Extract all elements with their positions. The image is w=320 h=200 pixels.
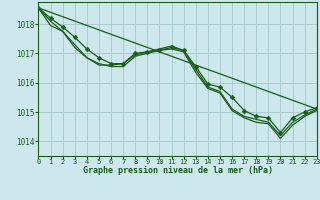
X-axis label: Graphe pression niveau de la mer (hPa): Graphe pression niveau de la mer (hPa) — [83, 166, 273, 175]
